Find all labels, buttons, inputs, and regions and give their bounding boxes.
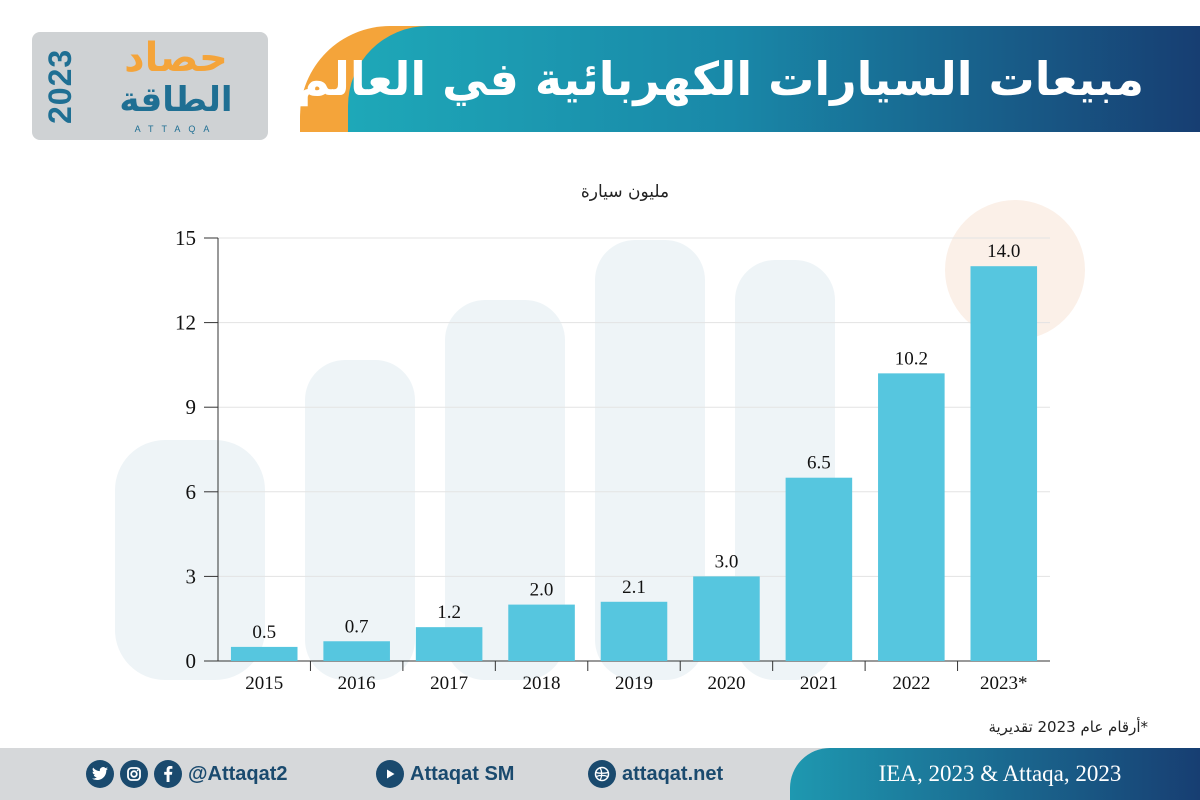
bar — [508, 604, 575, 661]
website-link[interactable]: attaqat.net — [588, 748, 723, 800]
bar — [600, 601, 668, 661]
data-label: 6.5 — [807, 453, 831, 474]
data-label: 2.0 — [530, 580, 554, 601]
x-tick-label: 2015 — [245, 673, 283, 694]
header-title-bar — [348, 26, 1200, 132]
x-tick-label: 2023* — [980, 673, 1028, 694]
bar — [415, 627, 483, 661]
bar — [693, 576, 760, 661]
website-url[interactable]: attaqat.net — [622, 762, 724, 785]
bar — [878, 373, 945, 661]
y-tick-label: 0 — [186, 649, 197, 673]
x-tick-label: 2020 — [707, 673, 745, 694]
data-label: 10.2 — [895, 348, 928, 369]
social-links: @Attaqat2 — [86, 748, 288, 800]
youtube-link[interactable]: Attaqat SM — [376, 748, 514, 800]
data-label: 0.5 — [252, 622, 276, 643]
instagram-icon[interactable] — [120, 760, 148, 788]
chart-title: مبيعات السيارات الكهربائية في العالم — [296, 52, 1144, 106]
youtube-icon[interactable] — [376, 760, 404, 788]
unit-label: مليون سيارة — [580, 182, 670, 202]
source-text: IEA, 2023 & Attaqa, 2023 — [878, 761, 1122, 786]
y-tick-label: 3 — [186, 564, 197, 588]
x-tick-label: 2018 — [523, 673, 561, 694]
x-tick-label: 2017 — [430, 673, 468, 694]
facebook-icon[interactable] — [154, 760, 182, 788]
bar — [970, 266, 1038, 661]
footer-source-panel — [790, 748, 1200, 800]
x-tick-label: 2021 — [800, 673, 838, 694]
data-label: 3.0 — [715, 551, 739, 572]
x-tick-label: 2016 — [338, 673, 376, 694]
web-icon[interactable] — [588, 760, 616, 788]
y-tick-label: 12 — [175, 311, 196, 335]
y-tick-label: 15 — [175, 226, 196, 250]
bar — [323, 641, 390, 661]
x-tick-label: 2022 — [892, 673, 930, 694]
logo-latin: ATTAQA — [134, 124, 218, 134]
bar — [785, 477, 853, 661]
x-tick-label: 2019 — [615, 673, 653, 694]
data-label: 14.0 — [987, 241, 1020, 262]
data-label: 1.2 — [437, 602, 461, 623]
logo-line2: الطاقة — [119, 80, 233, 120]
logo-line1: حصاد — [124, 35, 228, 81]
twitter-icon[interactable] — [86, 760, 114, 788]
social-handle[interactable]: @Attaqat2 — [188, 762, 288, 785]
data-label: 2.1 — [622, 577, 646, 598]
header: مبيعات السيارات الكهربائية في العالم — [0, 0, 1200, 145]
data-label: 0.7 — [345, 616, 369, 637]
logo — [32, 32, 268, 140]
footnote: *أرقام عام 2023 تقديرية — [988, 718, 1148, 736]
youtube-handle[interactable]: Attaqat SM — [410, 762, 515, 785]
y-tick-label: 9 — [186, 395, 197, 419]
y-tick-label: 6 — [186, 480, 197, 504]
bar — [230, 646, 298, 661]
